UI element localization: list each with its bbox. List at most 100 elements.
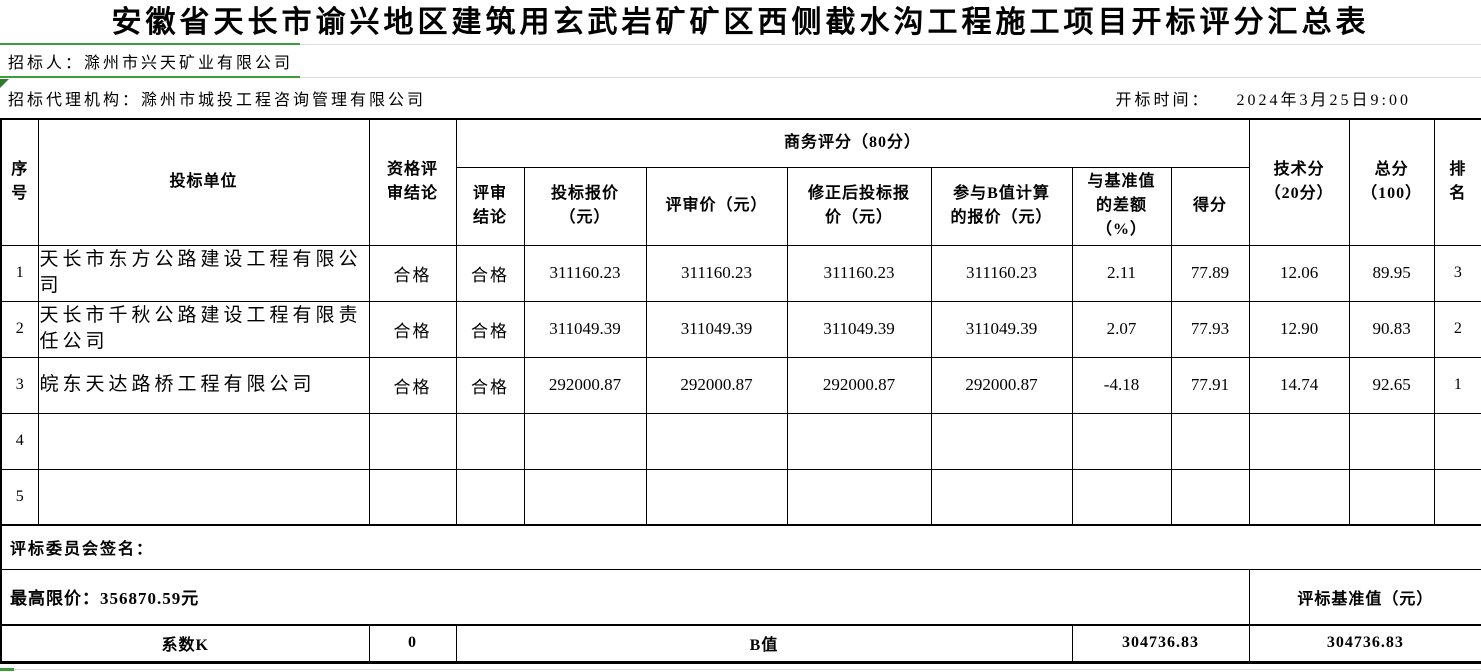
selection-border-bottom [0,76,300,78]
header-b-calc-price[interactable]: 参与B值计算 的报价（元） [930,166,1073,246]
open-time: 开标时间： 2024年3月25日9:00 [1116,86,1411,110]
cell-qualification[interactable]: 合格 [368,356,457,414]
cell-bid-price[interactable] [523,412,647,470]
open-time-value: 2024年3月25日9:00 [1236,92,1411,109]
cell-bidder[interactable] [37,468,370,526]
cell-rank[interactable]: 1 [1433,356,1481,414]
header-diff-pct[interactable]: 与基准值 的差额 （%） [1071,166,1172,246]
cell-bidder[interactable]: 天长市千秋公路建设工程有限责任公司 [37,300,370,358]
header-qualification[interactable]: 资格评 审结论 [368,118,457,246]
agency-cell[interactable]: 招标代理机构：滁州市城投工程咨询管理有限公司 开标时间： 2024年3月25日9:… [0,79,1481,117]
header-business-group[interactable]: 商务评分（80分） [455,118,1250,168]
cell-score[interactable]: 77.91 [1170,356,1250,414]
cell-tech-score[interactable]: 12.06 [1248,244,1350,302]
cell-bid-price[interactable]: 311160.23 [523,244,647,302]
cell-review[interactable] [455,412,525,470]
cell-seq[interactable]: 2 [0,300,39,358]
cell-bidder[interactable]: 天长市东方公路建设工程有限公司 [37,244,370,302]
benchmark-label-cell[interactable]: 评标基准值（元） [1248,568,1481,626]
cell-bid-price[interactable] [523,468,647,526]
cell-bidder[interactable]: 皖东天达路桥工程有限公司 [37,356,370,414]
cell-review[interactable] [455,468,525,526]
cell-rank[interactable]: 3 [1433,244,1481,302]
cell-total-score[interactable]: 92.65 [1348,356,1435,414]
header-total-score[interactable]: 总分 （100） [1348,118,1435,246]
header-bid-price[interactable]: 投标报价 （元） [523,166,647,246]
cell-b-calc-price[interactable]: 292000.87 [930,356,1073,414]
cell-b-calc-price[interactable] [930,412,1073,470]
cell-review-price[interactable]: 292000.87 [645,356,788,414]
cell-score[interactable]: 77.89 [1170,244,1250,302]
cell-seq[interactable]: 3 [0,356,39,414]
cell-review-price[interactable] [645,412,788,470]
cell-review-price[interactable]: 311160.23 [645,244,788,302]
max-price-cell[interactable]: 最高限价：356870.59元 [0,568,1250,626]
cell-tech-score[interactable]: 12.90 [1248,300,1350,358]
gridline-top [300,44,1481,45]
cell-rank[interactable]: 2 [1433,300,1481,358]
header-bidder[interactable]: 投标单位 [37,118,370,246]
coefficient-value-cell[interactable]: 0 [368,624,457,663]
selection-handle-icon[interactable] [0,79,9,88]
cell-seq[interactable]: 1 [0,244,39,302]
cell-diff-pct[interactable] [1071,468,1172,526]
cell-qualification[interactable]: 合格 [368,244,457,302]
cell-total-score[interactable]: 89.95 [1348,244,1435,302]
cell-review[interactable]: 合格 [455,244,525,302]
tenderer-cell[interactable]: 招标人：滁州市兴天矿业有限公司 [0,46,1481,76]
cell-total-score[interactable] [1348,468,1435,526]
cell-rank[interactable] [1433,412,1481,470]
header-score[interactable]: 得分 [1170,166,1250,246]
cell-diff-pct[interactable]: -4.18 [1071,356,1172,414]
signature-cell[interactable]: 评标委员会签名： [0,524,1481,570]
cell-total-score[interactable] [1348,412,1435,470]
header-review-price[interactable]: 评审价（元） [645,166,788,246]
cell-score[interactable] [1170,468,1250,526]
cell-score[interactable] [1170,412,1250,470]
cell-corrected-price[interactable] [786,468,932,526]
header-tech-score[interactable]: 技术分 （20分） [1248,118,1350,246]
cell-seq[interactable]: 4 [0,412,39,470]
b-value-cell[interactable]: 304736.83 [1071,624,1250,663]
cell-score[interactable]: 77.93 [1170,300,1250,358]
cell-bid-price[interactable]: 311049.39 [523,300,647,358]
cell-b-calc-price[interactable]: 311049.39 [930,300,1073,358]
cell-tech-score[interactable]: 14.74 [1248,356,1350,414]
cell-b-calc-price[interactable]: 311160.23 [930,244,1073,302]
cell-diff-pct[interactable]: 2.07 [1071,300,1172,358]
cell-rank[interactable] [1433,468,1481,526]
cell-qualification[interactable]: 合格 [368,300,457,358]
cell-corrected-price[interactable] [786,412,932,470]
selection-corner-mark [0,668,14,671]
b-label-cell[interactable]: B值 [455,624,1073,663]
cell-corrected-price[interactable]: 292000.87 [786,356,932,414]
cell-b-calc-price[interactable] [930,468,1073,526]
table-row: 3 皖东天达路桥工程有限公司 合格 合格 292000.87 292000.87… [0,356,1481,414]
cell-qualification[interactable] [368,412,457,470]
cell-bid-price[interactable]: 292000.87 [523,356,647,414]
cell-total-score[interactable]: 90.83 [1348,300,1435,358]
cell-tech-score[interactable] [1248,468,1350,526]
header-corrected-price[interactable]: 修正后投标报 价（元） [786,166,932,246]
cell-tech-score[interactable] [1248,412,1350,470]
cell-review[interactable]: 合格 [455,300,525,358]
header-rank[interactable]: 排 名 [1433,118,1481,246]
cell-seq[interactable]: 5 [0,468,39,526]
cell-corrected-price[interactable]: 311160.23 [786,244,932,302]
table-row: 4 [0,412,1481,470]
cell-corrected-price[interactable]: 311049.39 [786,300,932,358]
header-review[interactable]: 评审 结论 [455,166,525,246]
header-seq[interactable]: 序 号 [0,118,39,246]
benchmark-value-cell[interactable]: 304736.83 [1248,624,1481,663]
score-summary-table: 序 号 投标单位 资格评 审结论 商务评分（80分） 技术分 （20分） 总分 … [0,118,1481,664]
cell-review[interactable]: 合格 [455,356,525,414]
cell-review-price[interactable] [645,468,788,526]
cell-qualification[interactable] [368,468,457,526]
cell-bidder[interactable] [37,412,370,470]
coefficient-row: 系数K 0 B值 304736.83 304736.83 [0,624,1481,663]
coefficient-label-cell[interactable]: 系数K [0,624,370,663]
cell-diff-pct[interactable]: 2.11 [1071,244,1172,302]
cell-review-price[interactable]: 311049.39 [645,300,788,358]
cell-diff-pct[interactable] [1071,412,1172,470]
